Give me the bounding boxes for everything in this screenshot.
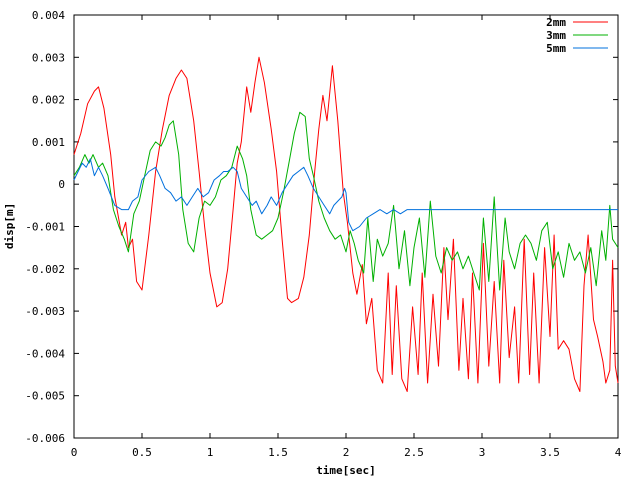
y-tick-label: 0.004 [32,9,65,22]
series-line-2mm [73,56,619,392]
x-axis-label: time[sec] [316,464,376,477]
series-line-5mm [73,158,618,232]
legend-label: 3mm [546,29,566,42]
y-axis-label: disp[m] [3,203,16,249]
x-tick-label: 2.5 [404,446,424,459]
series-line-3mm [73,111,619,291]
x-tick-label: 2 [343,446,350,459]
x-tick-label: 0.5 [132,446,152,459]
x-tick-label: 1.5 [268,446,288,459]
y-tick-label: 0.001 [32,136,65,149]
y-tick-label: -0.003 [25,305,65,318]
y-tick-label: -0.002 [25,263,65,276]
x-tick-label: 3 [479,446,486,459]
data-series [73,56,619,392]
y-tick-label: -0.004 [25,347,65,360]
x-tick-label: 3.5 [540,446,560,459]
x-axis-ticks: 0 0.5 1 1.5 2 2.5 3 3.5 4 [71,15,622,459]
x-tick-label: 4 [615,446,622,459]
x-tick-label: 1 [207,446,214,459]
y-axis-ticks: -0.006 -0.005 -0.004 -0.003 -0.002 -0.001 0 0.0… [25,9,618,445]
legend-label: 2mm [546,16,566,29]
y-tick-label: 0.002 [32,94,65,107]
y-tick-label: -0.005 [25,390,65,403]
y-tick-label: 0 [58,178,65,191]
y-tick-label: -0.001 [25,221,65,234]
y-tick-label: -0.006 [25,432,65,445]
x-tick-label: 0 [71,446,78,459]
legend-label: 5mm [546,42,566,55]
y-tick-label: 0.003 [32,51,65,64]
